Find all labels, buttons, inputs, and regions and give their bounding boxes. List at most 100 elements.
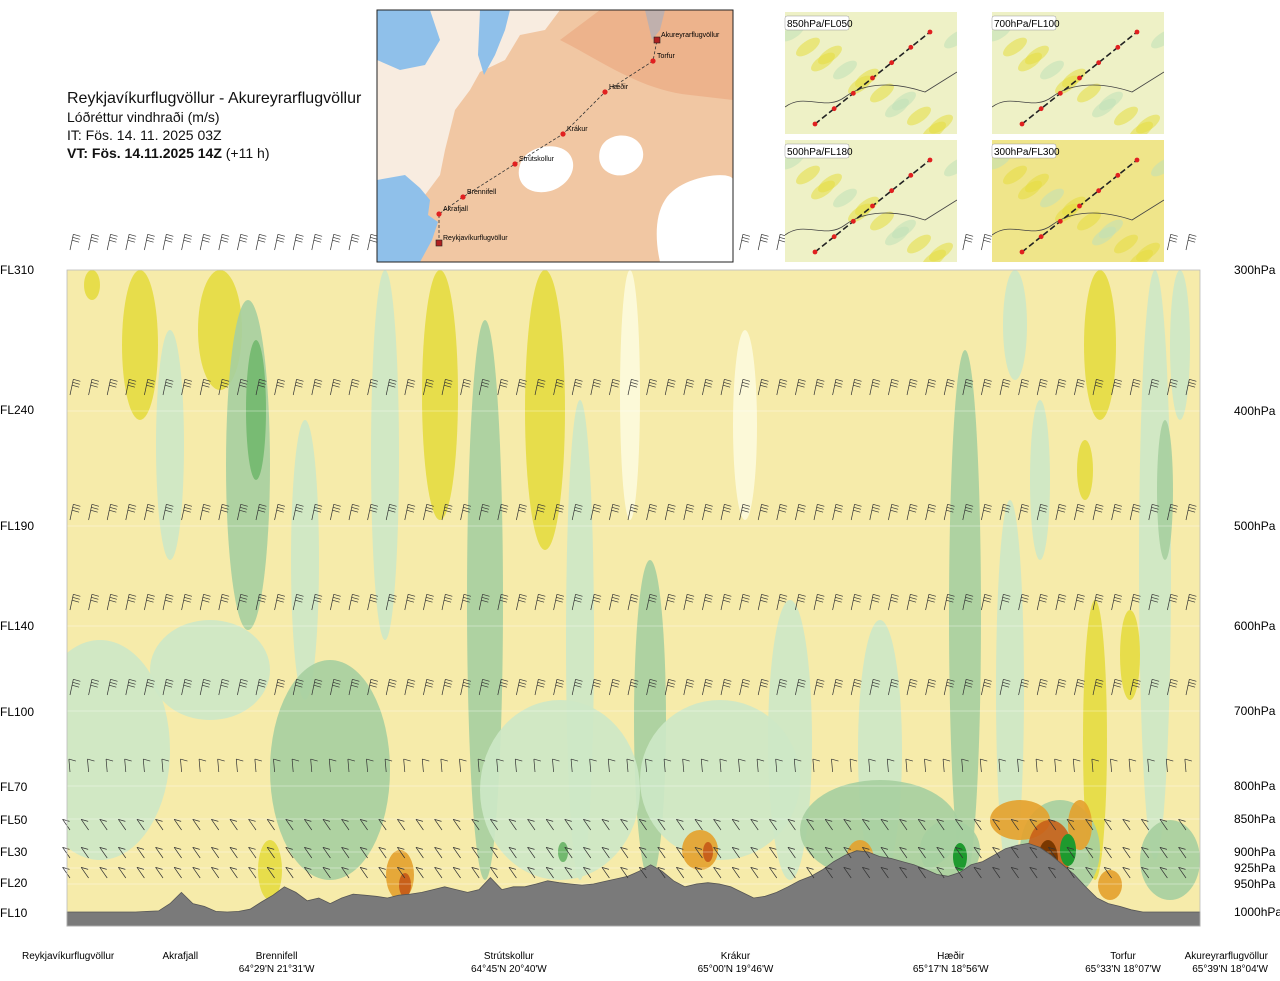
barb-staff [899, 819, 908, 831]
barb-staff [118, 847, 127, 859]
wind-barb [553, 679, 565, 696]
barb-feather [1096, 379, 1104, 382]
barb-feather [351, 506, 359, 510]
wind-barb [237, 504, 248, 521]
barb-staff [527, 867, 536, 879]
wind-barb [776, 379, 788, 396]
barb-staff [441, 594, 446, 611]
wind-barb [266, 867, 275, 879]
wind-barb [125, 234, 137, 251]
wind-barb [162, 379, 174, 396]
panel-waypoint-marker [1038, 234, 1044, 240]
barb-feather [1188, 596, 1196, 600]
wind-barb [274, 679, 286, 696]
wind-barb [824, 847, 833, 859]
barb-feather [118, 847, 126, 850]
wind-barb [757, 594, 769, 611]
wind-barb [181, 679, 193, 696]
wind-barb [162, 679, 174, 696]
barb-feather [315, 594, 323, 597]
barb-feather [315, 234, 323, 237]
wind-barb [757, 679, 769, 696]
barb-feather [109, 506, 117, 510]
barb-staff [992, 867, 1001, 879]
barb-staff [646, 679, 651, 696]
wind-barb [1129, 594, 1141, 611]
wind-barb [497, 594, 509, 611]
barb-staff [776, 379, 781, 396]
wind-barb [69, 234, 81, 251]
barb-staff [638, 847, 647, 859]
barb-feather [445, 504, 453, 507]
barb-staff [1066, 847, 1075, 859]
barb-staff [516, 504, 521, 521]
wind-barb [638, 819, 647, 831]
barb-feather [267, 867, 275, 870]
barb-feather [862, 867, 870, 870]
barb-feather [444, 381, 452, 385]
panel-field-cell [1114, 234, 1138, 254]
barb-feather [862, 847, 870, 850]
barb-staff [583, 819, 592, 831]
barb-feather [129, 504, 137, 507]
barb-feather [315, 679, 323, 682]
wind-barb [366, 758, 374, 773]
wind-barb [583, 847, 592, 859]
barb-feather [871, 684, 879, 688]
pressure-level-label: 950hPa [1234, 877, 1276, 891]
barb-staff [162, 594, 167, 611]
barb-staff [731, 819, 740, 831]
barb-staff [423, 379, 428, 396]
wind-barb [1184, 758, 1192, 773]
wind-barb [795, 594, 806, 611]
barb-feather [1169, 509, 1177, 513]
barb-feather [601, 867, 610, 870]
barb-feather [369, 384, 377, 388]
wind-barb [620, 867, 629, 879]
barb-feather [388, 381, 396, 385]
wind-barb [880, 847, 889, 859]
barb-staff [69, 234, 74, 251]
barb-feather [779, 596, 787, 600]
barb-feather [592, 384, 600, 388]
barb-feather [221, 681, 229, 685]
wind-barb [404, 679, 416, 696]
wind-barb [181, 379, 193, 396]
barb-feather [891, 379, 899, 382]
barb-feather [1058, 596, 1066, 600]
wind-barb [824, 867, 833, 879]
wind-barb [676, 867, 685, 879]
wind-barb [1178, 819, 1187, 831]
barb-feather [146, 239, 154, 243]
barb-feather [1021, 381, 1029, 385]
barb-staff [1148, 594, 1153, 611]
barb-feather [341, 867, 349, 870]
barb-staff [739, 234, 744, 251]
barb-feather [388, 506, 396, 510]
wind-barb [981, 379, 992, 396]
barb-feather [257, 509, 266, 513]
barb-staff [906, 379, 911, 396]
barb-feather [1169, 239, 1177, 243]
barb-staff [843, 867, 852, 879]
wind-barb [274, 504, 286, 521]
barb-feather [1170, 679, 1178, 682]
barb-feather [936, 867, 944, 870]
barb-feather [501, 504, 509, 507]
field-cell [1077, 440, 1093, 500]
barb-feather [1077, 504, 1085, 507]
wind-barb [1141, 847, 1150, 859]
wind-barb [626, 758, 634, 773]
barb-feather [1170, 681, 1178, 685]
flight-level-label: FL240 [0, 403, 34, 417]
barb-feather [649, 506, 657, 510]
wind-barb [1092, 504, 1104, 521]
barb-feather [221, 596, 229, 600]
barb-feather [570, 758, 579, 762]
barb-staff [162, 234, 167, 251]
barb-staff [441, 504, 446, 521]
wind-barb [181, 234, 193, 251]
barb-feather [1151, 596, 1159, 600]
barb-feather [871, 599, 879, 603]
barb-feather [1170, 594, 1178, 597]
